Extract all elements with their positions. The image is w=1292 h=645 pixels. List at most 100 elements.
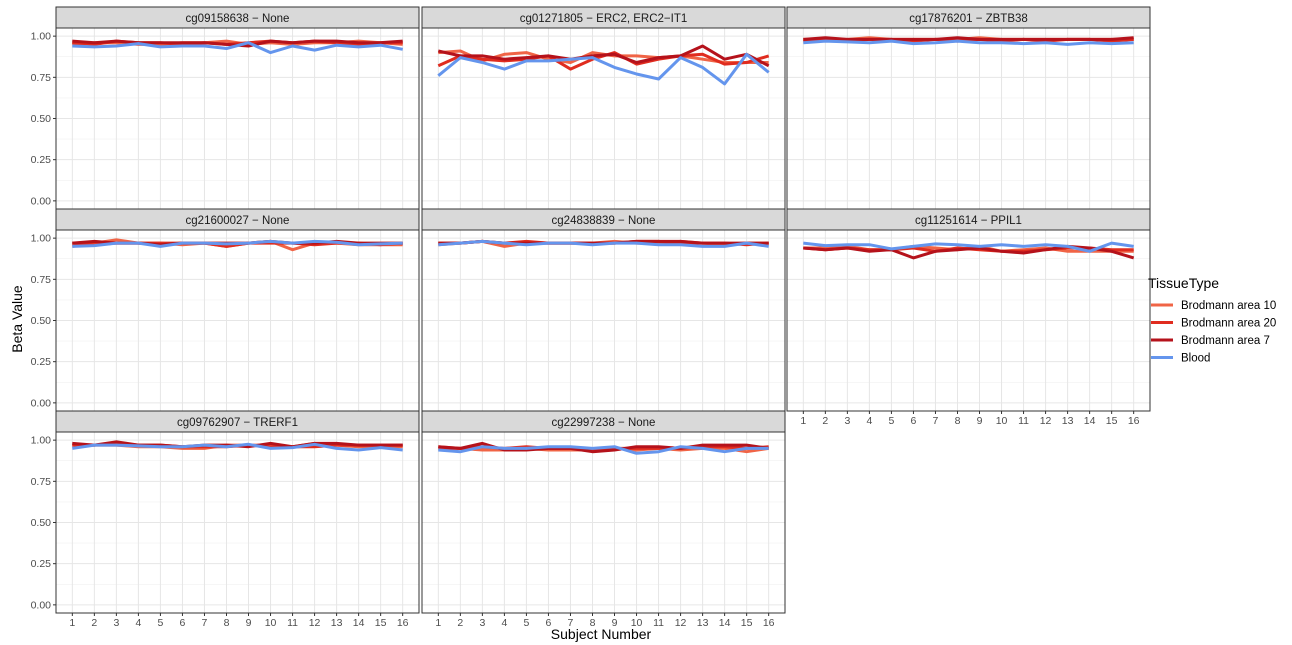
x-tick-label: 13 bbox=[697, 617, 709, 629]
y-tick-label: 0.25 bbox=[31, 154, 52, 166]
facet-panel: cg17876201 − ZBTB38 bbox=[786, 6, 1151, 210]
x-tick-label: 10 bbox=[996, 415, 1008, 427]
x-tick-label: 12 bbox=[309, 617, 321, 629]
x-tick-label: 9 bbox=[246, 617, 252, 629]
series-line bbox=[803, 244, 1135, 260]
x-tick-label: 4 bbox=[501, 617, 507, 629]
x-tick-label: 16 bbox=[763, 617, 775, 629]
series-line bbox=[72, 41, 403, 55]
x-tick-label: 10 bbox=[265, 617, 277, 629]
series-line bbox=[438, 445, 769, 455]
x-tick-label: 1 bbox=[69, 617, 75, 629]
x-tick-label: 11 bbox=[1018, 415, 1029, 427]
x-tick-label: 2 bbox=[91, 617, 97, 629]
x-tick-label: 8 bbox=[224, 617, 230, 629]
y-tick-label: 0.00 bbox=[31, 195, 52, 207]
x-tick-label: 1 bbox=[435, 617, 441, 629]
series-line bbox=[72, 442, 403, 452]
y-tick-label: 0.75 bbox=[31, 72, 52, 84]
x-tick-label: 8 bbox=[590, 617, 596, 629]
x-tick-label: 15 bbox=[741, 617, 753, 629]
x-tick-label: 7 bbox=[202, 617, 208, 629]
x-tick-label: 6 bbox=[911, 415, 917, 427]
facet-panel: cg24838839 − None bbox=[421, 208, 786, 412]
y-axis-title: Beta Value bbox=[9, 285, 25, 353]
panel-border bbox=[421, 431, 786, 614]
x-tick-label: 16 bbox=[397, 617, 409, 629]
y-tick-label: 0.75 bbox=[31, 476, 52, 488]
legend-title: TissueType bbox=[1148, 275, 1219, 291]
y-tick-label: 0.50 bbox=[31, 315, 52, 327]
facet-panel: cg01271805 − ERC2, ERC2−IT1 bbox=[421, 6, 786, 210]
panel-border bbox=[786, 229, 1151, 412]
x-tick-label: 8 bbox=[955, 415, 961, 427]
y-tick-label: 0.00 bbox=[31, 397, 52, 409]
x-tick-label: 2 bbox=[822, 415, 828, 427]
x-tick-label: 4 bbox=[866, 415, 872, 427]
x-tick-label: 11 bbox=[653, 617, 664, 629]
x-tick-label: 10 bbox=[631, 617, 643, 629]
series-line bbox=[438, 239, 769, 248]
x-tick-label: 14 bbox=[353, 617, 365, 629]
facet-panel: cg09762907 − TRERF1 0.00 0.25 0.50 0.75 1.00 1… bbox=[31, 410, 420, 629]
series-line bbox=[803, 36, 1134, 41]
y-tick-label: 1.00 bbox=[31, 435, 52, 447]
x-tick-label: 14 bbox=[719, 617, 731, 629]
x-tick-label: 9 bbox=[977, 415, 983, 427]
x-tick-label: 3 bbox=[844, 415, 850, 427]
x-tick-label: 6 bbox=[546, 617, 552, 629]
x-tick-label: 5 bbox=[889, 415, 895, 427]
facet-title: cg11251614 − PPIL1 bbox=[915, 215, 1022, 227]
y-tick-label: 0.75 bbox=[31, 274, 52, 286]
series-line bbox=[803, 39, 1134, 46]
facet-title: cg24838839 − None bbox=[552, 215, 656, 227]
y-tick-label: 1.00 bbox=[31, 31, 52, 43]
facet-panel: cg21600027 − None 0.00 0.25 0.50 0.75 1.00 bbox=[31, 208, 420, 412]
facet-title: cg21600027 − None bbox=[186, 215, 290, 227]
x-tick-label: 5 bbox=[524, 617, 530, 629]
x-tick-label: 9 bbox=[612, 617, 618, 629]
y-tick-label: 0.00 bbox=[31, 599, 52, 611]
x-tick-label: 14 bbox=[1084, 415, 1096, 427]
x-axis-title: Subject Number bbox=[551, 626, 652, 642]
x-tick-label: 3 bbox=[113, 617, 119, 629]
x-tick-label: 12 bbox=[1040, 415, 1052, 427]
x-tick-label: 1 bbox=[800, 415, 806, 427]
y-tick-label: 0.50 bbox=[31, 517, 52, 529]
x-tick-label: 2 bbox=[457, 617, 463, 629]
x-tick-label: 4 bbox=[135, 617, 141, 629]
x-tick-label: 13 bbox=[331, 617, 343, 629]
x-tick-label: 13 bbox=[1062, 415, 1074, 427]
facet-panels: cg09158638 − None0.000.250.500.751.00cg0… bbox=[31, 6, 1151, 629]
x-tick-label: 3 bbox=[479, 617, 485, 629]
series-line bbox=[72, 239, 403, 248]
x-tick-label: 12 bbox=[675, 617, 687, 629]
facet-panel: cg09158638 − None 0.00 0.25 0.50 0.75 1.00 bbox=[31, 6, 420, 210]
legend-label: Brodmann area 10 bbox=[1181, 300, 1276, 312]
legend-label: Brodmann area 7 bbox=[1181, 335, 1270, 347]
x-tick-label: 15 bbox=[375, 617, 387, 629]
x-tick-label: 6 bbox=[180, 617, 186, 629]
facet-title: cg17876201 − ZBTB38 bbox=[909, 13, 1028, 25]
y-tick-label: 0.50 bbox=[31, 113, 52, 125]
x-tick-label: 15 bbox=[1106, 415, 1118, 427]
facet-title: cg22997238 − None bbox=[552, 417, 656, 429]
facet-title: cg01271805 − ERC2, ERC2−IT1 bbox=[520, 13, 688, 25]
x-tick-label: 16 bbox=[1128, 415, 1140, 427]
facet-title: cg09762907 − TRERF1 bbox=[177, 417, 298, 429]
y-tick-label: 0.25 bbox=[31, 356, 52, 368]
series-line bbox=[437, 44, 770, 68]
facet-title: cg09158638 − None bbox=[186, 13, 290, 25]
legend-label: Blood bbox=[1181, 353, 1210, 365]
x-tick-label: 7 bbox=[568, 617, 574, 629]
series-line bbox=[803, 241, 1134, 253]
x-tick-label: 7 bbox=[933, 415, 939, 427]
x-tick-label: 5 bbox=[158, 617, 164, 629]
series-line bbox=[437, 52, 770, 86]
y-tick-label: 1.00 bbox=[31, 233, 52, 245]
legend: TissueType Brodmann area 10 Brodmann area… bbox=[1148, 275, 1276, 365]
y-tick-label: 0.25 bbox=[31, 558, 52, 570]
